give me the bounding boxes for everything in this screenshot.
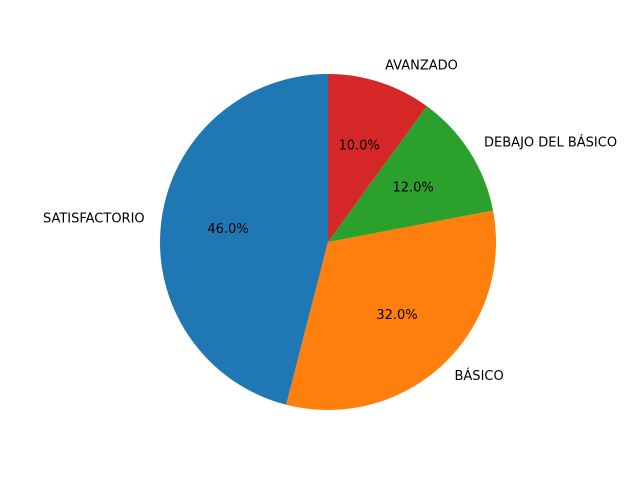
percent-label-debajo-del-basico: 12.0% (392, 180, 433, 195)
pie-slice-avanzado (328, 74, 427, 242)
category-labels: SATISFACTORIO BÁSICO DEBAJO DEL BÁSICO AVAN… (43, 59, 617, 384)
percent-label-avanzado: 10.0% (338, 139, 379, 154)
percent-label-satisfactorio: 46.0% (207, 222, 248, 237)
pie-slices (159, 74, 496, 411)
percent-label-basico: 32.0% (376, 308, 417, 323)
pie-slice-satisfactorio (159, 74, 328, 405)
category-label-debajo-del-basico: DEBAJO DEL BÁSICO (484, 134, 617, 150)
category-label-satisfactorio: SATISFACTORIO (43, 211, 145, 226)
category-label-basico: BÁSICO (455, 368, 504, 384)
pie-slice-debajo-del-basico (328, 106, 494, 242)
category-label-avanzado: AVANZADO (385, 59, 458, 74)
percent-labels: 46.0% 32.0% 12.0% 10.0% (207, 139, 433, 323)
pie-slice-basico (286, 210, 496, 411)
